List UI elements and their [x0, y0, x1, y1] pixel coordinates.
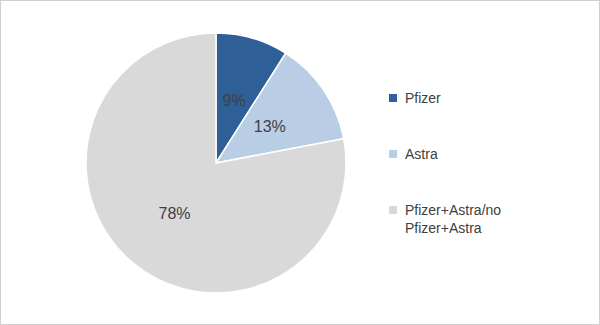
svg-text:9%: 9% — [223, 92, 246, 109]
svg-text:13%: 13% — [254, 118, 286, 135]
html-text:Pfizer: Pfizer — [405, 89, 441, 106]
html-text:Pfizer+Astra/no Pfizer+Astra: Pfizer+Astra/no Pfizer+Astra — [405, 201, 502, 236]
svg-text:78%: 78% — [159, 205, 191, 222]
html-text:Astra: Astra — [405, 145, 438, 162]
